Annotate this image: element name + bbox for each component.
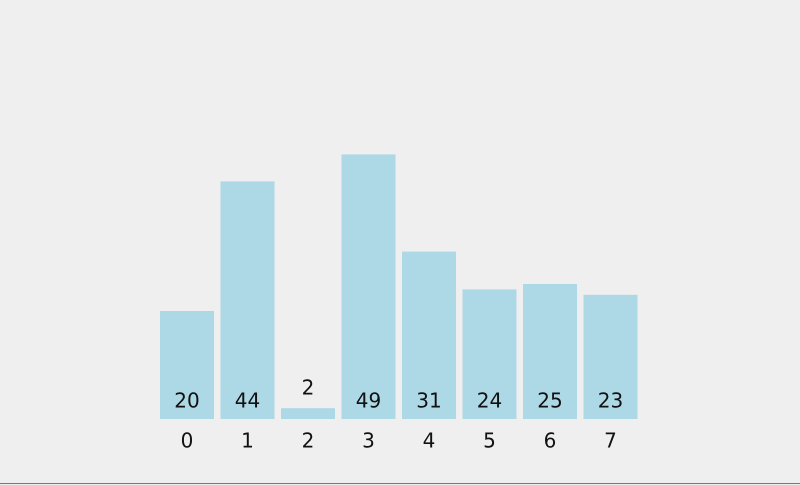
bar — [523, 284, 577, 419]
index-label: 0 — [181, 429, 194, 453]
bar — [462, 289, 517, 419]
bar — [341, 154, 396, 419]
index-label: 4 — [423, 429, 436, 453]
value-label: 20 — [174, 389, 199, 413]
value-label: 2 — [302, 376, 315, 400]
index-label: 5 — [483, 429, 496, 453]
index-label: 3 — [362, 429, 375, 453]
bar — [583, 294, 638, 419]
index-label: 6 — [544, 429, 557, 453]
bar — [220, 181, 275, 419]
value-label: 23 — [598, 389, 623, 413]
index-label: 7 — [604, 429, 617, 453]
value-label: 24 — [477, 389, 502, 413]
bar — [160, 311, 214, 419]
bar — [281, 408, 335, 419]
value-label: 44 — [235, 389, 260, 413]
index-label: 2 — [302, 429, 315, 453]
value-label: 31 — [416, 389, 441, 413]
value-label: 49 — [356, 389, 381, 413]
index-label: 1 — [241, 429, 254, 453]
value-label: 25 — [537, 389, 562, 413]
bar — [402, 251, 456, 419]
